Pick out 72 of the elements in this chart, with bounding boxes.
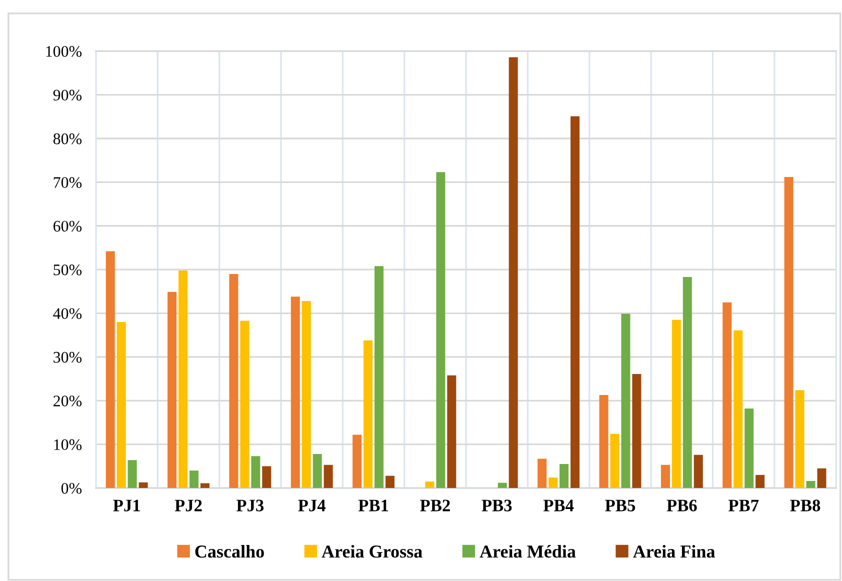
- x-tick-label: PJ1: [113, 500, 140, 512]
- bar: [694, 454, 703, 488]
- x-tick-label: PB1: [358, 500, 388, 512]
- bar: [610, 434, 620, 488]
- bar: [262, 466, 272, 488]
- y-tick-label: 90%: [53, 90, 82, 101]
- y-tick-label: 10%: [54, 439, 82, 450]
- y-tick-label: 30%: [54, 352, 82, 363]
- bar: [374, 266, 384, 488]
- bar: [756, 474, 765, 488]
- legend-label: Cascalho: [195, 544, 264, 558]
- y-tick-label: 100%: [46, 46, 82, 57]
- bar: [538, 458, 547, 488]
- bar: [744, 408, 754, 488]
- x-tick-label: PB8: [790, 500, 820, 512]
- bar: [290, 296, 300, 488]
- bar: [795, 390, 804, 488]
- bar: [660, 464, 670, 488]
- bar: [352, 434, 362, 488]
- bar: [599, 394, 608, 488]
- bar: [548, 478, 558, 488]
- y-tick-label: 80%: [53, 133, 82, 144]
- y-tick-label: 60%: [54, 220, 82, 232]
- bar: [722, 302, 732, 488]
- bar: [116, 322, 126, 488]
- legend-label: Areia Média: [480, 544, 576, 558]
- bar: [632, 374, 642, 488]
- bar: [385, 476, 394, 488]
- bar: [251, 456, 260, 488]
- bar: [817, 468, 826, 488]
- bar: [425, 481, 434, 488]
- bar: [128, 460, 137, 488]
- x-tick-label: PB6: [666, 500, 697, 512]
- x-tick-label: PB3: [482, 500, 512, 512]
- bar: [312, 454, 322, 488]
- bar: [682, 277, 692, 488]
- x-tick-label: PB7: [728, 500, 759, 512]
- bar: [138, 482, 148, 488]
- legend-label: Areia Fina: [633, 544, 716, 558]
- bar: [229, 274, 238, 488]
- x-tick-label: PB2: [420, 500, 450, 512]
- bar: [106, 251, 115, 488]
- y-tick-label: 20%: [54, 396, 82, 406]
- bar: [302, 301, 311, 488]
- y-tick-label: 50%: [54, 264, 82, 276]
- bar: [560, 464, 569, 488]
- bar: [240, 320, 250, 488]
- y-tick-label: 70%: [54, 177, 82, 188]
- bar: [189, 470, 198, 488]
- x-tick-label: PJ2: [174, 500, 202, 512]
- bar: [168, 292, 177, 488]
- bar: [734, 330, 743, 488]
- bar: [200, 483, 210, 488]
- y-tick-label: 40%: [53, 308, 82, 320]
- x-tick-label: PB4: [543, 500, 574, 512]
- bar: [784, 176, 794, 488]
- x-tick-label: PJ4: [298, 500, 326, 512]
- bar: [672, 320, 681, 488]
- bar: [508, 57, 518, 488]
- legend-label: Areia Grossa: [322, 544, 422, 558]
- x-tick-label: PJ3: [236, 500, 264, 512]
- bar: [178, 270, 188, 488]
- y-tick-label: 0%: [61, 482, 82, 494]
- bar: [447, 375, 456, 488]
- bar: [436, 172, 446, 488]
- bar: [621, 314, 630, 488]
- bar: [498, 482, 507, 488]
- x-tick-label: PB5: [605, 500, 636, 512]
- bar: [806, 481, 816, 488]
- bar: [324, 464, 333, 488]
- bar: [570, 116, 580, 488]
- bar: [364, 340, 373, 488]
